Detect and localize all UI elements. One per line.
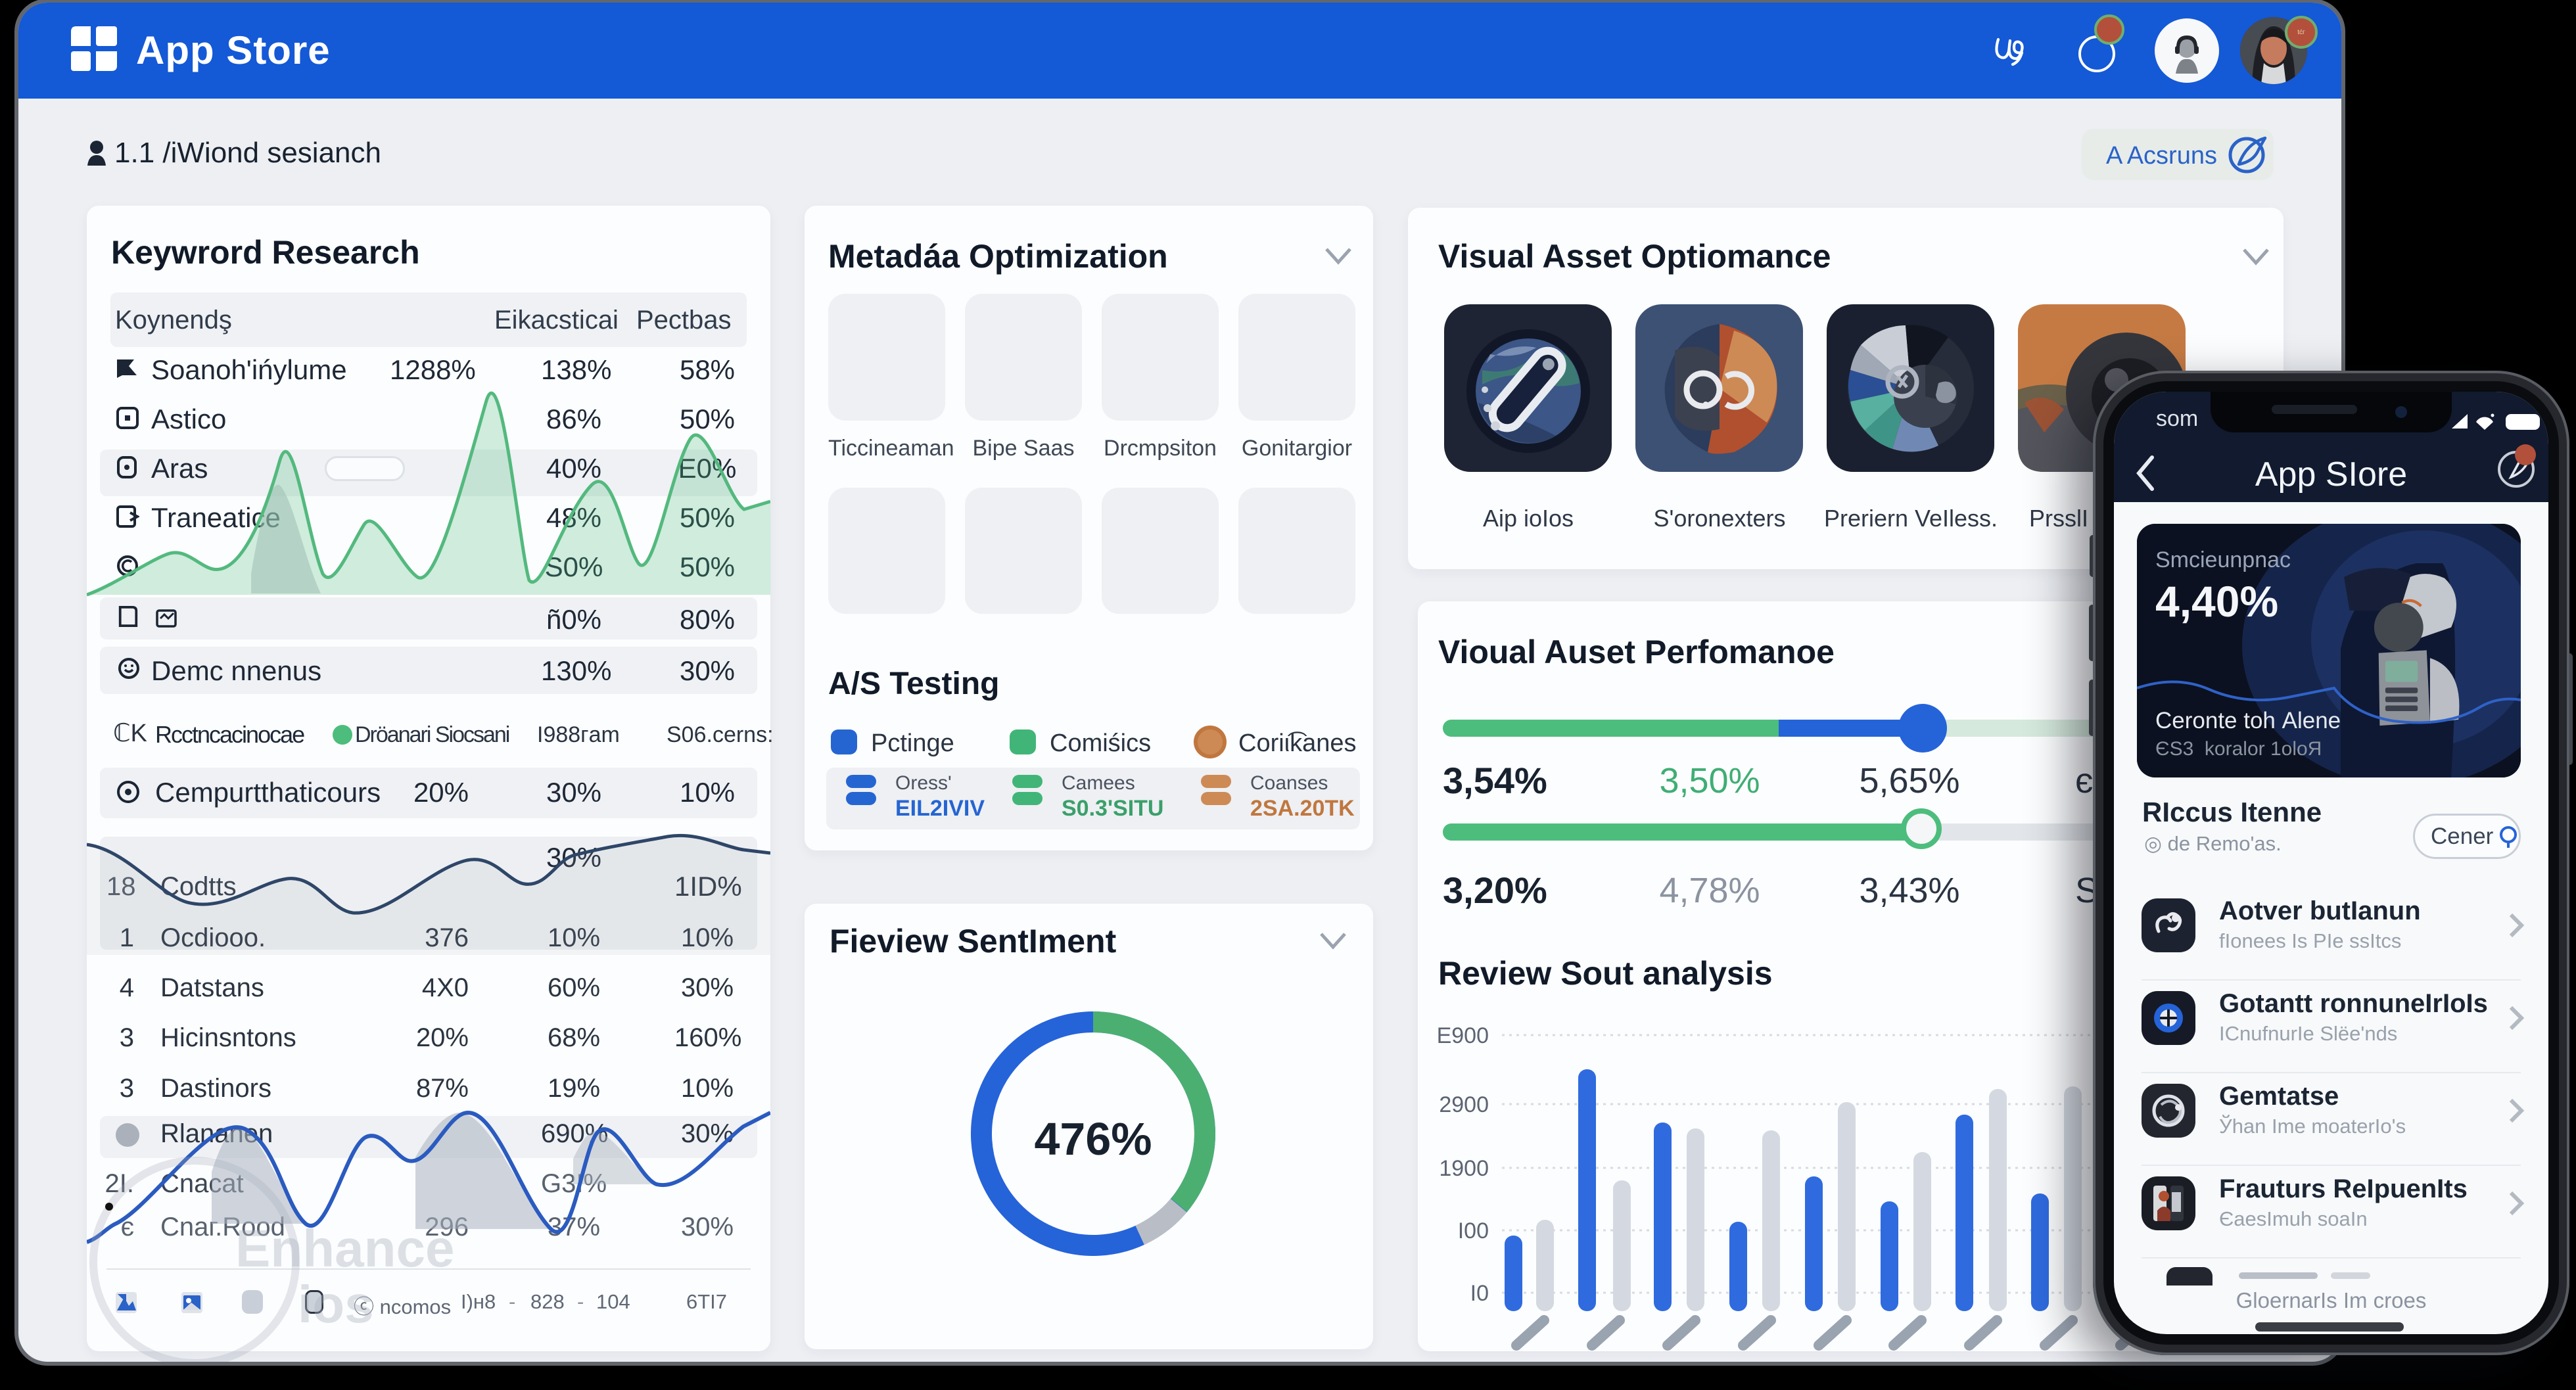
svg-text:E900: E900 bbox=[1437, 1023, 1489, 1048]
svg-text:1900: 1900 bbox=[1439, 1156, 1489, 1181]
svg-text:І00: І00 bbox=[1458, 1218, 1489, 1243]
svg-text:2900: 2900 bbox=[1439, 1092, 1489, 1117]
svg-text:І0: І0 bbox=[1470, 1281, 1489, 1306]
